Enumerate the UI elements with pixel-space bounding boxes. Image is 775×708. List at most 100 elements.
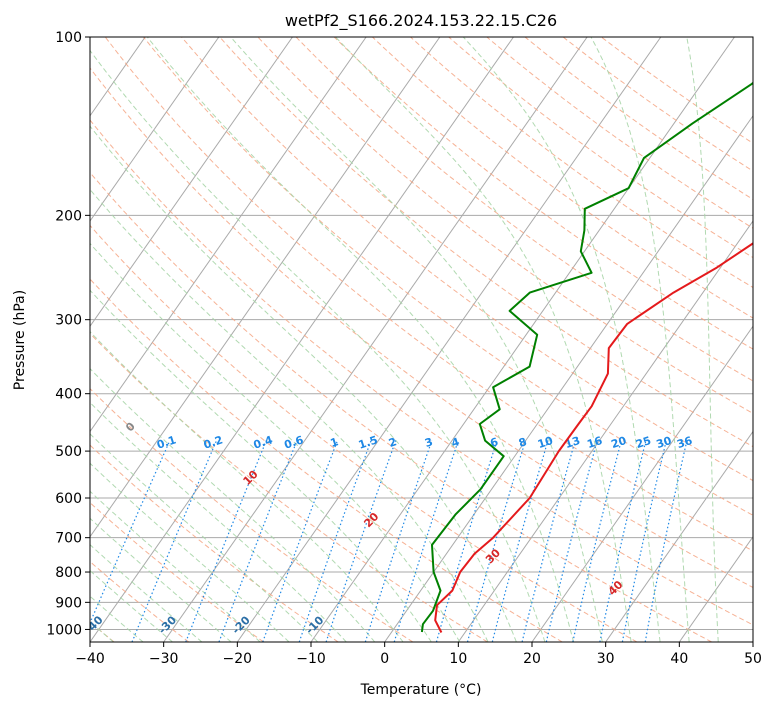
moist-adiabat [90,289,432,642]
axes: −40 −30 −20 −10 0 10 20 30 40 5010020030040050060… [46,30,762,667]
isotherm-line [90,37,220,222]
mixing-ratio-line [621,440,667,642]
x-tick-label: 0 [380,651,389,667]
x-axis-label: Temperature (°C) [360,682,482,698]
dry-adiabat [104,37,753,552]
moist-adiabat [230,37,603,642]
dry-adiabat [90,171,712,642]
x-tick-label: −10 [296,651,326,667]
plot-frame [89,36,754,643]
mixing-ratio-line [491,440,549,642]
mixing-ratio-line [393,440,459,642]
y-tick-label: 100 [55,30,82,46]
y-tick-label: 300 [55,313,82,329]
moist-adiabat [90,462,290,642]
dry-adiabat [295,37,753,382]
moist-adiabat [90,433,319,642]
isotherm-line [90,37,441,538]
isotherm-line [605,430,753,642]
moist-adiabat [90,49,546,642]
isotherm-line [384,114,753,642]
mixing-ratio-line [131,440,218,642]
y-tick-label: 1000 [46,622,82,638]
x-tick-label: −20 [223,651,253,667]
mixing-ratio-line [545,440,598,642]
moist-adiabat [90,544,203,642]
dry-adiabat [90,119,753,626]
dry-adiabat [90,501,264,642]
isotherm-line [531,325,753,642]
mixing-ratio-label: 16 [585,434,604,451]
moist-adiabat [590,37,690,642]
dry-adiabat [219,37,753,448]
mixing-ratio-label: 10 [536,434,555,451]
dry-adiabat [181,37,753,482]
mixing-ratio-line [298,440,372,642]
dry-adiabat [600,37,753,144]
dry-adiabat [372,37,753,319]
moist-adiabat [90,367,376,642]
mixing-ratio-line [521,440,576,642]
mixing-ratio-line [435,440,498,642]
mixing-ratio-line [572,440,622,642]
mixing-ratio-line [599,440,647,642]
mixing-ratio-label: 3 [423,435,434,450]
background-lines [90,37,753,642]
mixing-ratio-label: 25 [634,434,653,451]
mixing-ratio-label: 36 [675,434,694,451]
mixing-ratio-label: 2 [387,435,398,450]
dry-adiabat [486,37,753,229]
x-tick-label: −30 [149,651,179,667]
isotherm-line [457,220,753,642]
isotherm-line [90,37,293,328]
mixing-ratio-label: 8 [517,435,528,450]
y-tick-label: 700 [55,531,82,547]
mixing-ratio-label: 1.5 [357,433,380,451]
x-tick-label: 40 [670,651,688,667]
moist-adiabat [462,37,661,642]
moist-adiabat [686,37,719,642]
moist-adiabat [90,595,144,642]
y-axis-label: Pressure (hPa) [12,290,28,390]
mixing-ratio-label: 30 [655,434,674,451]
dry-adiabat [90,67,753,589]
isotherm-line [163,37,588,642]
isotherm-line [90,37,514,642]
mixing-ratio-line [644,440,688,642]
y-tick-label: 500 [55,444,82,460]
isotherm-line [90,37,367,433]
mixing-ratio-label: 0.6 [283,433,306,451]
mixing-ratio-label: 0.2 [202,433,225,451]
y-tick-label: 600 [55,491,82,507]
mixing-ratio-label: 6 [489,435,501,450]
profile-lines [420,81,753,633]
dry-adiabat [410,37,753,289]
mixing-ratio-label: 1 [329,435,340,450]
isotherm-line [678,535,753,642]
isotherm-line [310,37,735,642]
x-tick-label: 30 [597,651,615,667]
dry-adiabat [90,444,339,642]
dry-adiabat [90,387,414,642]
x-tick-label: 50 [744,651,762,667]
isotherm-line [236,37,662,642]
temperature-line [434,242,753,633]
moist-adiabat [335,37,632,642]
chart-title: wetPf2_S166.2024.153.22.15.C26 [285,11,557,31]
moist-adiabat [90,517,232,642]
mixing-ratio-line [466,440,526,642]
y-tick-label: 800 [55,565,82,581]
x-tick-label: 10 [449,651,467,667]
dry-adiabat [90,332,488,642]
mixing-ratio-line [262,440,339,642]
moist-adiabat [90,188,489,642]
mixing-ratio-line [90,440,171,625]
mixing-ratio-label: 20 [610,434,629,451]
dewpoint-line [420,81,753,633]
moist-adiabat [90,401,347,642]
mixing-ratio-label: 0.1 [155,433,178,451]
moist-adiabat [146,37,575,642]
mixing-ratio-label: 4 [450,435,462,450]
